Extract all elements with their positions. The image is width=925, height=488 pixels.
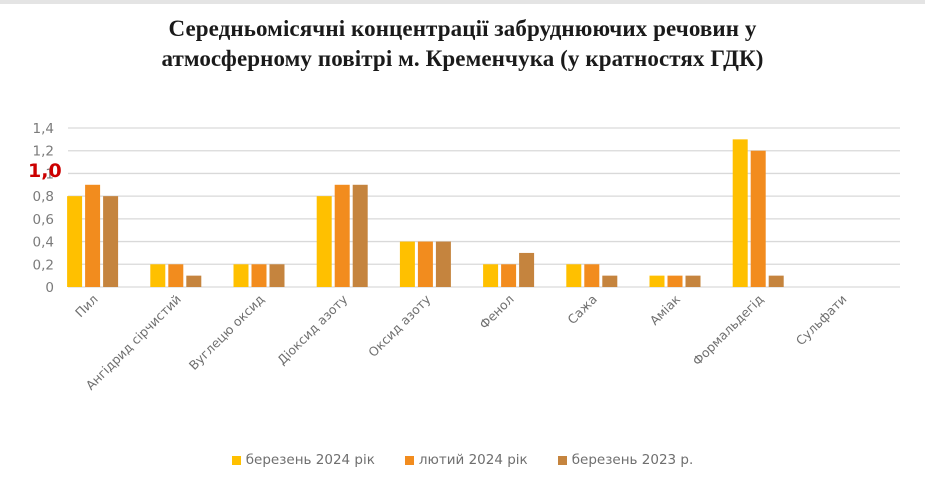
legend-swatch	[404, 455, 414, 465]
bars	[67, 139, 784, 287]
bar	[334, 184, 350, 287]
y-axis-tick-labels: 0 0,2 0,4 0,6 0,8 1 1,2 1,4	[33, 121, 54, 296]
legend: березень 2024 рік лютий 2024 рік березень …	[0, 452, 925, 468]
bar	[316, 196, 332, 287]
top-border	[0, 0, 925, 4]
bar	[685, 275, 701, 287]
bar	[85, 184, 101, 287]
chart-title-line-1: Середньомісячні концентрації забруднюючи…	[168, 16, 757, 41]
legend-item: лютий 2024 рік	[404, 452, 528, 468]
y-tick-label: 0	[45, 280, 54, 296]
legend-label: лютий 2024 рік	[418, 452, 528, 468]
bar	[352, 184, 368, 287]
x-category-label: Фенол	[476, 292, 516, 332]
annotation-overlay-label: 1,0	[28, 160, 62, 182]
y-tick-label: 1	[45, 166, 54, 182]
gridlines	[68, 127, 900, 288]
y-tick-label: 0,6	[33, 212, 54, 228]
bar	[186, 275, 202, 287]
bar	[501, 264, 517, 287]
x-category-label: Оксид азоту	[365, 291, 434, 360]
bar	[483, 264, 499, 287]
bar	[168, 264, 184, 287]
x-category-label: Діоксид азоту	[274, 291, 351, 368]
bar	[750, 150, 766, 287]
y-tick-label: 0,4	[33, 235, 54, 251]
x-category-label: Сульфати	[793, 292, 850, 349]
bar	[584, 264, 600, 287]
bar	[732, 139, 748, 287]
legend-swatch	[231, 455, 241, 465]
bar	[233, 264, 249, 287]
bar	[399, 241, 415, 287]
bar	[103, 196, 119, 287]
chart-title: Середньомісячні концентрації забруднюючи…	[0, 14, 925, 74]
legend-swatch	[557, 455, 567, 465]
bar	[435, 241, 451, 287]
bar	[269, 264, 285, 287]
chart-title-line-2: атмосферному повітрі м. Кременчука (у кр…	[161, 46, 764, 71]
x-category-label: Пил	[72, 292, 101, 321]
y-tick-label: 1,2	[33, 144, 54, 160]
x-category-label: Вуглецю оксид	[186, 292, 267, 373]
bar	[667, 275, 683, 287]
bar	[768, 275, 784, 287]
bar	[251, 264, 267, 287]
bar	[150, 264, 166, 287]
bar	[67, 196, 83, 287]
y-tick-label: 1,4	[33, 121, 54, 137]
x-category-label: Сажа	[564, 292, 600, 328]
x-category-label: Аміак	[647, 291, 684, 328]
y-tick-label: 0,8	[33, 189, 54, 205]
x-category-label: Формальдегід	[689, 292, 766, 369]
legend-item: березень 2023 р.	[557, 452, 694, 468]
bar	[566, 264, 582, 287]
bar	[649, 275, 665, 287]
bar	[602, 275, 618, 287]
bar	[519, 252, 535, 287]
bar	[417, 241, 433, 287]
legend-label: березень 2024 рік	[245, 452, 375, 468]
legend-label: березень 2023 р.	[571, 452, 694, 468]
y-tick-label: 0,2	[33, 257, 54, 273]
x-category-label: Ангідрид сірчистий	[83, 292, 184, 393]
legend-item: березень 2024 рік	[231, 452, 375, 468]
